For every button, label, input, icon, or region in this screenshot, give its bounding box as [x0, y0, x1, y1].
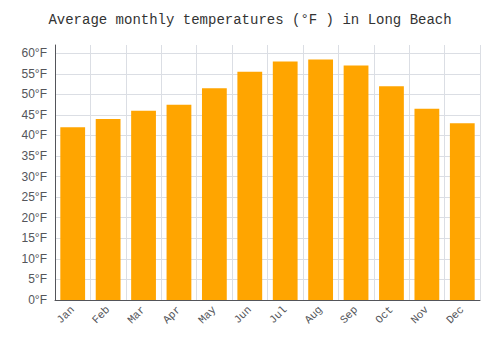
svg-text:Oct: Oct: [373, 304, 395, 326]
svg-text:Mar: Mar: [125, 304, 147, 326]
svg-text:45°F: 45°F: [22, 108, 47, 122]
svg-text:Nov: Nov: [409, 303, 432, 326]
svg-text:30°F: 30°F: [22, 170, 47, 184]
svg-text:Jun: Jun: [232, 304, 254, 326]
svg-text:15°F: 15°F: [22, 231, 47, 245]
svg-text:Jul: Jul: [267, 304, 289, 326]
svg-text:55°F: 55°F: [22, 67, 47, 81]
svg-text:20°F: 20°F: [22, 211, 47, 225]
svg-text:Average monthly temperatures (: Average monthly temperatures (°F ) in Lo…: [48, 12, 451, 28]
svg-text:Dec: Dec: [444, 304, 466, 326]
svg-text:Jan: Jan: [54, 304, 76, 326]
svg-text:10°F: 10°F: [22, 252, 47, 266]
svg-text:25°F: 25°F: [22, 190, 47, 204]
svg-text:0°F: 0°F: [28, 293, 47, 307]
svg-text:60°F: 60°F: [22, 46, 47, 60]
svg-text:Aug: Aug: [302, 304, 324, 326]
svg-text:Apr: Apr: [161, 304, 183, 326]
svg-text:Sep: Sep: [338, 304, 360, 326]
svg-text:May: May: [196, 303, 219, 326]
svg-text:5°F: 5°F: [28, 272, 47, 286]
svg-text:Feb: Feb: [90, 304, 112, 326]
svg-text:50°F: 50°F: [22, 87, 47, 101]
svg-text:40°F: 40°F: [22, 128, 47, 142]
svg-text:35°F: 35°F: [22, 149, 47, 163]
